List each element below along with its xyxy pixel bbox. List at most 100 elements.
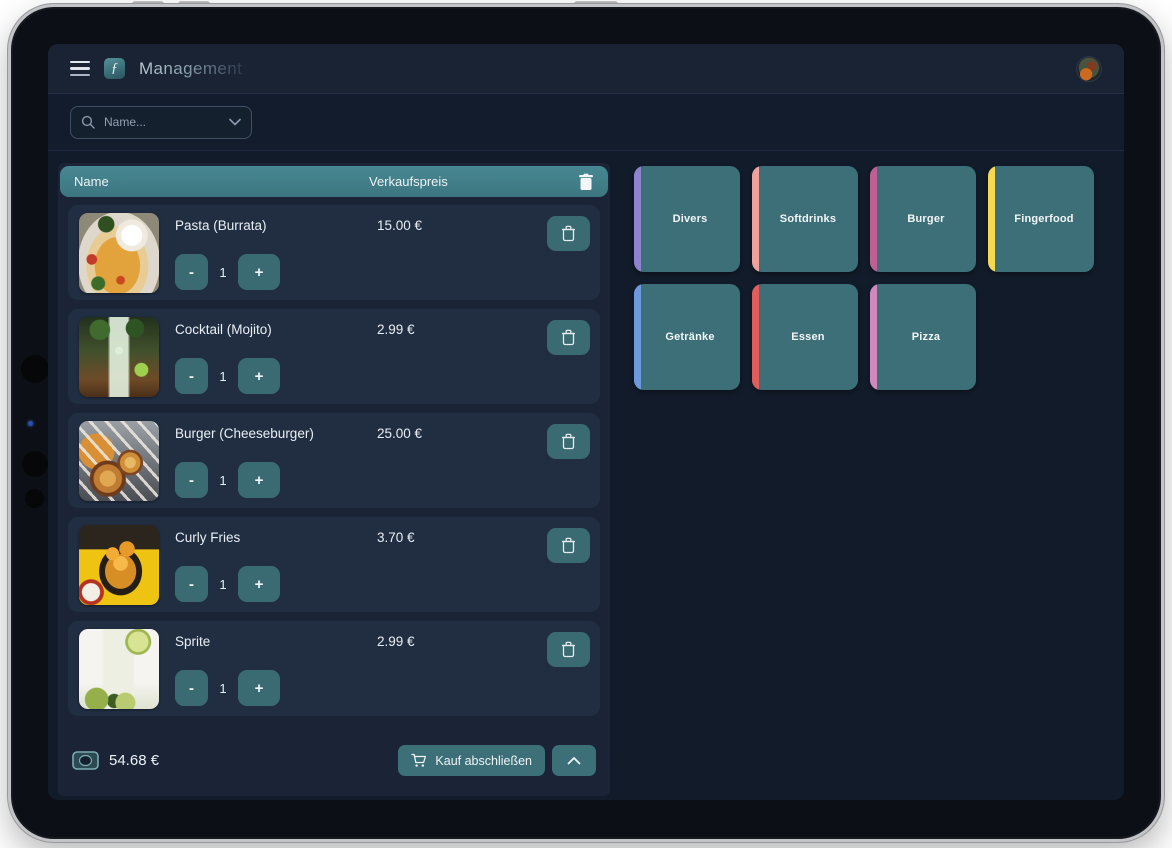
product-price: 3.70 € (377, 530, 415, 545)
product-name: Sprite (175, 634, 211, 649)
column-header-price: Verkaufspreis (369, 174, 448, 189)
menu-icon[interactable] (70, 60, 90, 77)
category-grid: Divers Softdrinks Burger Fingerfood Getr… (634, 163, 1114, 796)
product-image (79, 421, 159, 501)
product-image (79, 629, 159, 709)
quantity-value: 1 (219, 264, 227, 280)
product-name: Curly Fries (175, 530, 241, 545)
cart-total: 54.68 € (109, 752, 160, 769)
category-label: Fingerfood (1014, 213, 1074, 225)
trash-filled-icon (579, 173, 593, 190)
cart-icon (411, 753, 427, 767)
main-content: Name Verkaufspreis Pasta (Burrata) 15.00… (48, 151, 1124, 796)
quantity-stepper: - 1 + (175, 566, 280, 602)
app-title: Management (139, 58, 243, 78)
checkout-button[interactable]: Kauf abschließen (398, 745, 545, 776)
category-tile[interactable]: Fingerfood (988, 166, 1094, 272)
category-label: Getränke (665, 331, 715, 343)
search-box[interactable] (70, 105, 252, 139)
remove-item-button[interactable] (547, 528, 590, 563)
increase-quantity-button[interactable]: + (238, 670, 280, 706)
cart-footer: 54.68 € Kauf abschließen (58, 745, 610, 796)
product-price: 25.00 € (377, 426, 423, 441)
clear-cart-button[interactable] (578, 173, 594, 191)
cart-panel: Name Verkaufspreis Pasta (Burrata) 15.00… (58, 163, 610, 796)
category-tile[interactable]: Burger (870, 166, 976, 272)
trash-outline-icon (562, 433, 575, 450)
quantity-value: 1 (219, 576, 227, 592)
banknote-icon (72, 751, 99, 770)
search-input[interactable] (104, 115, 220, 129)
chevron-down-icon[interactable] (229, 118, 241, 126)
decrease-quantity-button[interactable]: - (175, 462, 208, 498)
product-price: 15.00 € (377, 218, 423, 233)
quantity-value: 1 (219, 472, 227, 488)
remove-item-button[interactable] (547, 216, 590, 251)
increase-quantity-button[interactable]: + (238, 254, 280, 290)
app-logo-icon: ƒ (104, 58, 125, 79)
product-price: 2.99 € (377, 322, 415, 337)
decrease-quantity-button[interactable]: - (175, 670, 208, 706)
trash-outline-icon (562, 537, 575, 554)
user-avatar[interactable] (1076, 55, 1102, 82)
search-section (48, 94, 1124, 151)
category-tile[interactable]: Softdrinks (752, 166, 858, 272)
remove-item-button[interactable] (547, 320, 590, 355)
increase-quantity-button[interactable]: + (238, 358, 280, 394)
cart-item-row: Curly Fries 3.70 € - 1 + (68, 517, 600, 612)
category-label: Softdrinks (779, 213, 837, 225)
category-accent-stripe (634, 284, 641, 390)
product-price: 2.99 € (377, 634, 415, 649)
category-accent-stripe (988, 166, 995, 272)
product-name: Cocktail (Mojito) (175, 322, 272, 337)
cart-item-row: Cocktail (Mojito) 2.99 € - 1 + (68, 309, 600, 404)
category-accent-stripe (870, 284, 877, 390)
category-accent-stripe (634, 166, 641, 272)
tablet-frame: ƒ Management (8, 4, 1164, 842)
trash-outline-icon (562, 641, 575, 658)
category-tile[interactable]: Pizza (870, 284, 976, 390)
quantity-stepper: - 1 + (175, 358, 280, 394)
search-icon (81, 115, 95, 129)
camera-indicator-led (28, 421, 33, 426)
column-header-name: Name (74, 174, 109, 189)
category-tile[interactable]: Getränke (634, 284, 740, 390)
product-name: Pasta (Burrata) (175, 218, 267, 233)
sensor-dot (22, 451, 48, 477)
category-accent-stripe (870, 166, 877, 272)
decrease-quantity-button[interactable]: - (175, 566, 208, 602)
quantity-value: 1 (219, 368, 227, 384)
quantity-value: 1 (219, 680, 227, 696)
product-image (79, 525, 159, 605)
decrease-quantity-button[interactable]: - (175, 358, 208, 394)
category-label: Divers (672, 213, 708, 225)
checkout-label: Kauf abschließen (435, 753, 532, 768)
app-screen: ƒ Management (48, 44, 1124, 800)
category-label: Essen (791, 331, 825, 343)
quantity-stepper: - 1 + (175, 670, 280, 706)
product-name: Burger (Cheeseburger) (175, 426, 314, 441)
decrease-quantity-button[interactable]: - (175, 254, 208, 290)
trash-outline-icon (562, 225, 575, 242)
category-accent-stripe (752, 284, 759, 390)
chevron-up-icon (567, 757, 581, 765)
top-app-bar: ƒ Management (48, 44, 1124, 94)
product-image (79, 213, 159, 293)
front-camera (21, 355, 49, 383)
remove-item-button[interactable] (547, 424, 590, 459)
increase-quantity-button[interactable]: + (238, 462, 280, 498)
sensor-dot-small (25, 489, 44, 508)
cart-item-row: Pasta (Burrata) 15.00 € - 1 + (68, 205, 600, 300)
category-accent-stripe (752, 166, 759, 272)
cart-item-row: Burger (Cheeseburger) 25.00 € - 1 + (68, 413, 600, 508)
category-label: Burger (907, 213, 945, 225)
quantity-stepper: - 1 + (175, 254, 280, 290)
increase-quantity-button[interactable]: + (238, 566, 280, 602)
trash-outline-icon (562, 329, 575, 346)
remove-item-button[interactable] (547, 632, 590, 667)
category-tile[interactable]: Essen (752, 284, 858, 390)
collapse-cart-button[interactable] (552, 745, 596, 776)
category-tile[interactable]: Divers (634, 166, 740, 272)
cart-item-row: Sprite 2.99 € - 1 + (68, 621, 600, 716)
